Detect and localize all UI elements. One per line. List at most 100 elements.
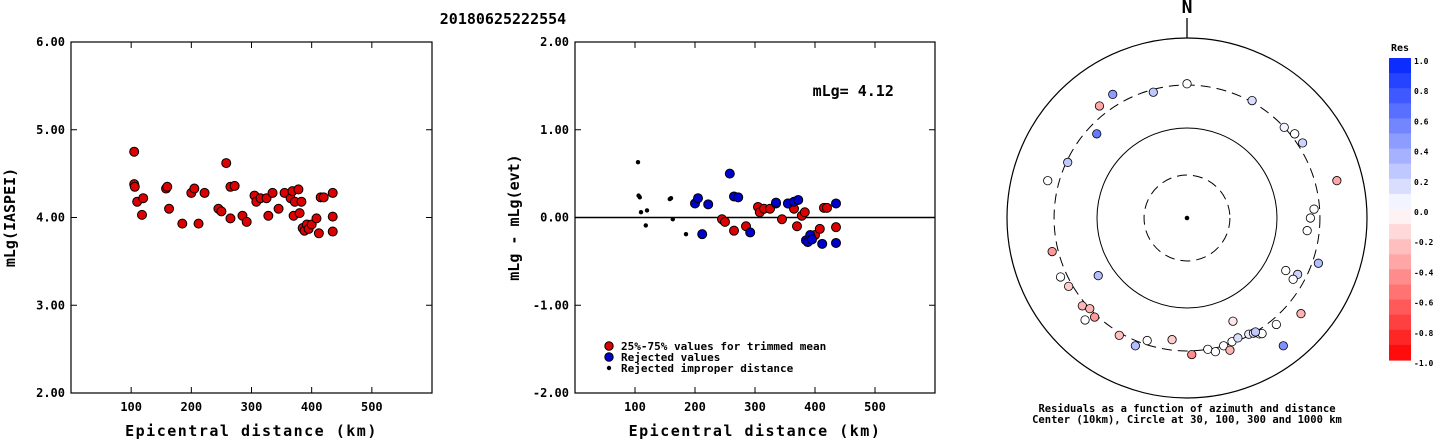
station-residual-point [1093, 271, 1103, 281]
station-residual-point [1187, 349, 1197, 360]
data-point [327, 226, 338, 237]
colorbar-cell [1389, 209, 1411, 225]
colorbar-cell [1389, 118, 1411, 135]
y-axis-label: mLg(IASPEI) [1, 168, 19, 267]
north-label: N [1182, 0, 1193, 18]
station-residual-point [1148, 87, 1158, 97]
data-point [296, 196, 307, 207]
station-residual-point [1142, 335, 1152, 346]
station-residual-point [1297, 138, 1308, 148]
y-tick-label: 1.00 [540, 123, 569, 137]
legend-label: Rejected improper distance [621, 362, 794, 375]
data-point [831, 237, 841, 248]
station-residual-point [1043, 176, 1053, 186]
data-point [164, 203, 175, 214]
station-residual-point [1290, 129, 1300, 139]
station-residual-point [1247, 96, 1257, 106]
data-point [703, 199, 714, 210]
data-point [229, 180, 240, 191]
station-residual-point [1167, 335, 1177, 345]
data-point [668, 195, 674, 201]
x-tick-label: 400 [804, 400, 826, 414]
data-point [193, 218, 204, 229]
legend-marker [604, 352, 614, 362]
data-point [294, 208, 305, 219]
y-tick-label: 4.00 [36, 211, 65, 225]
station-residual-point [1228, 316, 1238, 326]
station-residual-point [1219, 341, 1229, 351]
legend-label: Rejected values [621, 351, 720, 364]
ring-30km [1143, 174, 1231, 262]
data-point [643, 223, 648, 228]
colorbar-cell [1389, 178, 1411, 195]
data-point [644, 208, 650, 213]
data-point [177, 218, 188, 229]
x-tick-label: 100 [120, 400, 142, 414]
data-point [822, 202, 832, 213]
x-tick-label: 300 [241, 400, 263, 414]
plot-frame [70, 41, 433, 394]
station-residual-point [1210, 347, 1221, 357]
center-marker [1184, 215, 1190, 221]
station-residual-point [1250, 327, 1261, 337]
colorbar-tick-label: 0.8 [1414, 87, 1429, 96]
data-point [792, 221, 802, 232]
data-point [638, 210, 644, 215]
colorbar-cell [1389, 73, 1411, 89]
legend-marker [606, 365, 612, 371]
colorbar-tick-label: 0.4 [1414, 148, 1429, 157]
data-point [241, 216, 252, 227]
data-point [771, 197, 781, 208]
station-residual-point [1064, 281, 1074, 291]
data-point [693, 193, 703, 204]
data-point [745, 227, 756, 238]
data-point [129, 146, 140, 157]
y-tick-label: 5.00 [36, 123, 65, 137]
data-point [724, 168, 735, 179]
station-residual-point [1090, 312, 1100, 322]
data-point [777, 214, 787, 225]
y-tick-label: -1.00 [533, 298, 569, 312]
station-residual-point [1108, 89, 1118, 100]
colorbar-cell [1389, 314, 1411, 331]
data-point [162, 181, 173, 192]
data-point [697, 229, 708, 240]
y-tick-label: 2.00 [540, 35, 569, 49]
event-id-title: 20180625222554 [440, 10, 566, 28]
colorbar-cell [1389, 163, 1411, 180]
data-point [670, 217, 675, 222]
colorbar-cell [1389, 284, 1411, 301]
station-residual-point [1114, 330, 1124, 340]
data-point [189, 183, 200, 194]
colorbar-cell [1389, 148, 1411, 165]
data-point [136, 209, 147, 220]
data-point [733, 192, 744, 203]
y-tick-label: 3.00 [36, 298, 65, 312]
data-point [817, 238, 828, 249]
data-point [635, 160, 641, 165]
colorbar-cell [1389, 193, 1411, 210]
data-point [831, 222, 841, 233]
station-residual-point [1278, 341, 1288, 351]
colorbar-cell [1389, 254, 1411, 270]
colorbar-tick-label: -0.4 [1414, 268, 1433, 277]
station-residual-point [1092, 129, 1102, 139]
x-tick-label: 200 [180, 400, 202, 414]
station-residual-point [1302, 226, 1312, 236]
data-point [799, 207, 810, 218]
data-point [807, 234, 817, 245]
y-tick-label: 2.00 [36, 386, 65, 400]
station-residual-point [1279, 122, 1289, 132]
colorbar-cell [1389, 224, 1411, 240]
colorbar-tick-label: 1.0 [1414, 57, 1429, 66]
data-point [199, 187, 210, 198]
station-residual-point [1182, 79, 1192, 89]
station-residual-point [1130, 341, 1140, 351]
middle-panel: 100 200 300 400 500 -2.00 -1.00 0.00 1.00 2.00 Epi… [505, 35, 936, 440]
data-point [814, 223, 825, 234]
colorbar-cell [1389, 133, 1411, 150]
data-point [313, 228, 324, 239]
polar-caption-line1: Residuals as a function of azimuth and d… [1038, 403, 1335, 415]
station-residual-point [1094, 101, 1105, 111]
